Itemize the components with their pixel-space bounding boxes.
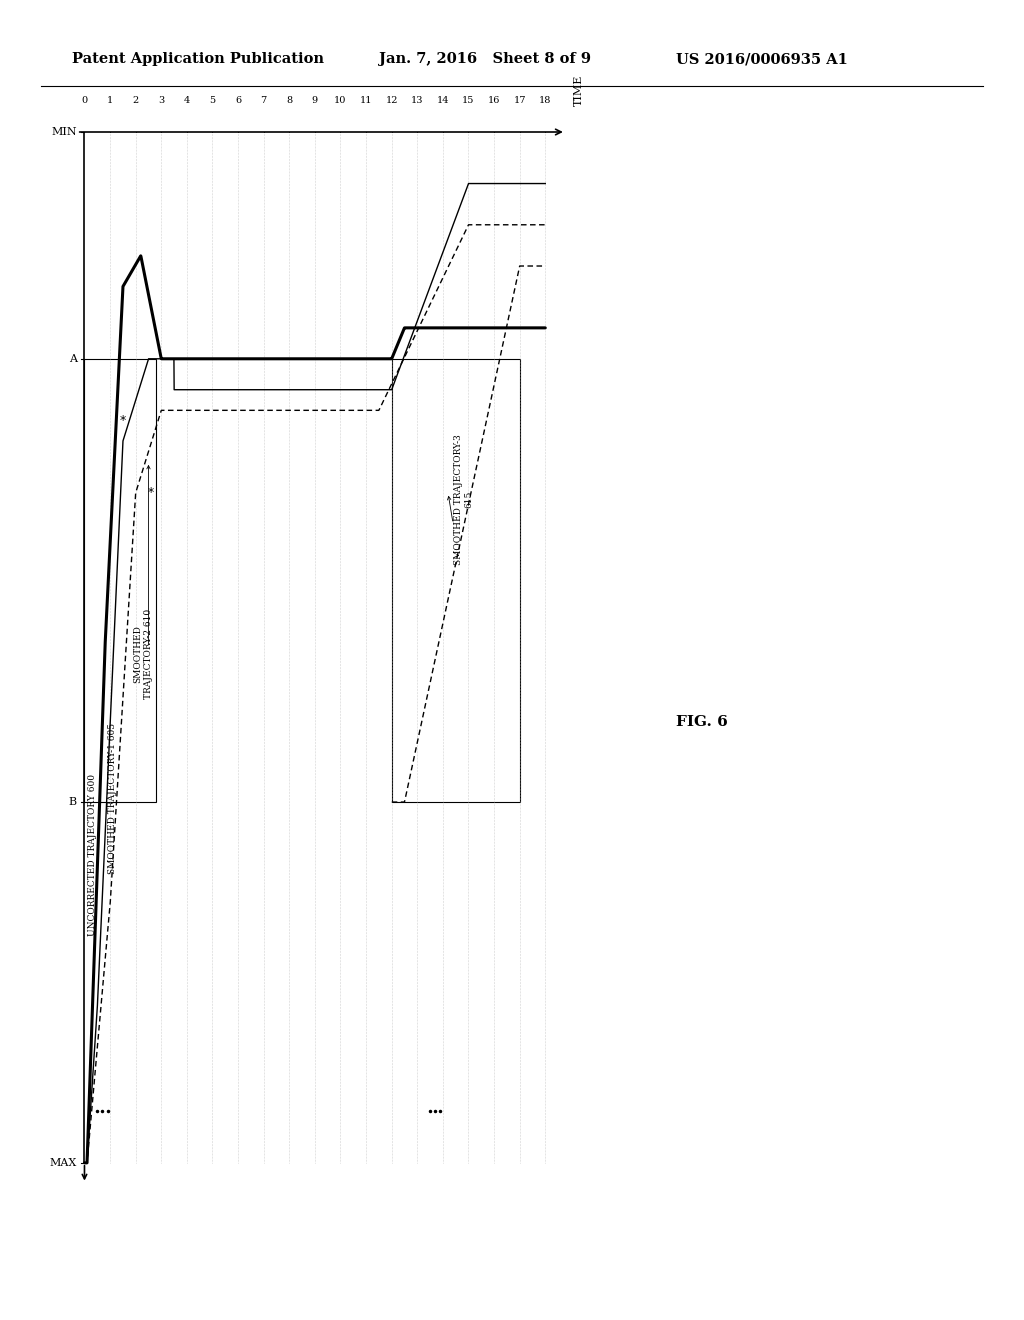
- Text: 1: 1: [106, 96, 114, 104]
- Bar: [84, 359, 156, 803]
- Text: MIN: MIN: [51, 127, 77, 137]
- Text: 18: 18: [539, 96, 552, 104]
- Text: 6: 6: [236, 96, 241, 104]
- Text: 8: 8: [287, 96, 292, 104]
- Text: SMOOTHED TRAJECTORY-3
615: SMOOTHED TRAJECTORY-3 615: [454, 434, 473, 565]
- Text: A: A: [69, 354, 77, 364]
- Text: Jan. 7, 2016   Sheet 8 of 9: Jan. 7, 2016 Sheet 8 of 9: [379, 53, 591, 66]
- Text: 2: 2: [132, 96, 139, 104]
- Text: MAX: MAX: [49, 1158, 77, 1168]
- Text: 7: 7: [260, 96, 267, 104]
- Text: 17: 17: [513, 96, 526, 104]
- Text: 5: 5: [210, 96, 215, 104]
- Text: UNCORRECTED TRAJECTORY 600: UNCORRECTED TRAJECTORY 600: [88, 774, 96, 936]
- Text: Patent Application Publication: Patent Application Publication: [72, 53, 324, 66]
- Text: 12: 12: [385, 96, 398, 104]
- Text: 13: 13: [411, 96, 424, 104]
- Text: 14: 14: [436, 96, 450, 104]
- Text: B: B: [69, 797, 77, 807]
- Bar: [392, 359, 520, 803]
- Text: 3: 3: [158, 96, 165, 104]
- Text: *: *: [147, 486, 155, 499]
- Text: US 2016/0006935 A1: US 2016/0006935 A1: [676, 53, 848, 66]
- Text: 0: 0: [82, 96, 87, 104]
- Text: *: *: [120, 414, 126, 428]
- Text: SMOOTHED TRAJECTORY-1 605: SMOOTHED TRAJECTORY-1 605: [109, 723, 117, 874]
- Text: 10: 10: [334, 96, 347, 104]
- Text: 9: 9: [312, 96, 317, 104]
- Text: 11: 11: [359, 96, 373, 104]
- Text: FIG. 6: FIG. 6: [676, 715, 728, 729]
- Text: SMOOTHED
TRAJECTORY-2 610: SMOOTHED TRAJECTORY-2 610: [134, 609, 153, 700]
- Text: 15: 15: [462, 96, 475, 104]
- Text: 16: 16: [487, 96, 501, 104]
- Text: TIME: TIME: [573, 75, 584, 107]
- Text: 4: 4: [183, 96, 190, 104]
